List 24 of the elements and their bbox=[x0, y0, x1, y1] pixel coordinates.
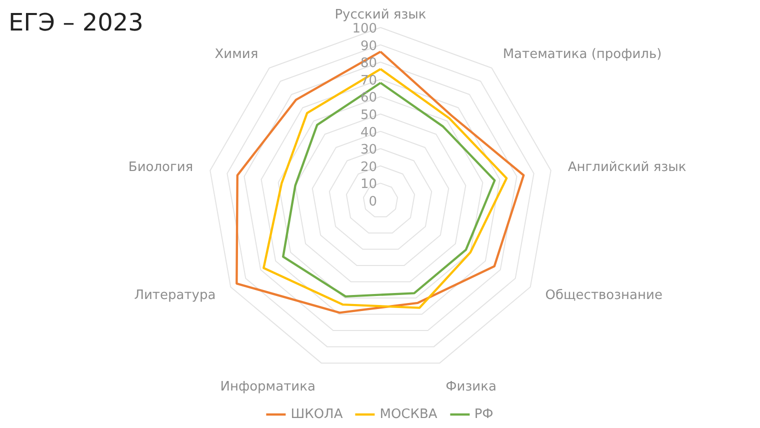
spoke-label: Физика bbox=[446, 379, 496, 394]
spoke-label: Литература bbox=[134, 288, 216, 304]
spoke-label: Обществознание bbox=[545, 288, 662, 304]
y-tick-label: 10 bbox=[360, 177, 378, 192]
y-tick-label: 0 bbox=[368, 194, 378, 210]
y-tick-label: 50 bbox=[360, 108, 378, 123]
y-tick-label: 80 bbox=[360, 56, 378, 72]
spoke-label: Информатика bbox=[220, 379, 316, 394]
y-tick-label: 40 bbox=[360, 125, 378, 140]
y-tick-label: 20 bbox=[360, 160, 378, 175]
y-tick-label: 90 bbox=[360, 38, 378, 54]
y-tick-label: 70 bbox=[360, 73, 378, 88]
legend-label: МОСКВА bbox=[380, 406, 438, 422]
spoke-label: Русский язык bbox=[334, 7, 426, 22]
chart-title: ЕГЭ – 2023 bbox=[8, 8, 144, 36]
spoke-label: Химия bbox=[214, 47, 258, 62]
y-tick-label: 30 bbox=[360, 142, 378, 158]
spoke-label: Математика (профиль) bbox=[502, 47, 662, 62]
spoke-label: Английский язык bbox=[568, 160, 686, 175]
legend-label: РФ bbox=[474, 406, 494, 422]
legend-label: ШКОЛА bbox=[290, 406, 343, 422]
spoke-label: Биология bbox=[128, 160, 194, 175]
y-tick-label: 60 bbox=[360, 90, 378, 106]
y-tick-label: 100 bbox=[352, 22, 378, 36]
